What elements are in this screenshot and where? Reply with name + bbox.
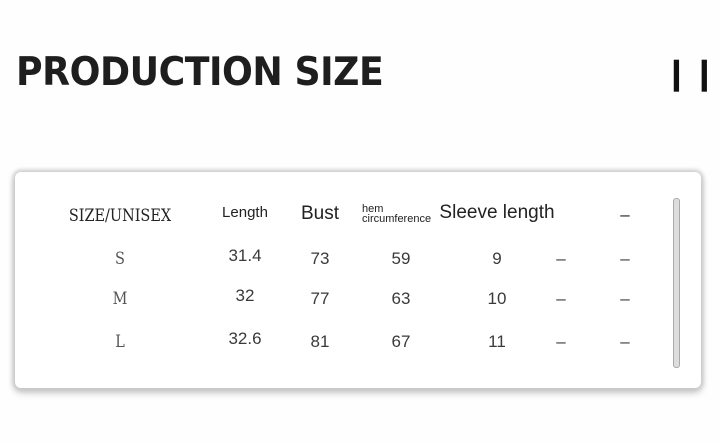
table-cell: –: [620, 249, 630, 268]
scrollbar[interactable]: [673, 198, 680, 368]
table-cell: 73: [310, 249, 330, 268]
header-size: SIZE/UNISEX: [68, 206, 172, 226]
table-cell: 32: [235, 286, 255, 305]
size-table-card: SIZE/UNISEX Length Bust hem circumference Sle…: [15, 172, 701, 388]
table-cell: 63: [391, 289, 411, 308]
header-bust: Bust: [300, 203, 340, 224]
header-sleeve-length: Sleeve length: [439, 202, 555, 223]
page-title: PRODUCTION SIZE: [16, 50, 384, 95]
table-cell: 77: [310, 289, 330, 308]
table-cell: –: [620, 332, 630, 351]
table-cell: 11: [488, 332, 506, 351]
table-cell: 10: [487, 289, 507, 308]
table-cell: 81: [310, 332, 330, 351]
table-cell: 32.6: [228, 329, 262, 348]
header-length: Length: [222, 204, 268, 221]
table-cell: 31.4: [228, 246, 262, 265]
hem-line2: circumference: [362, 213, 432, 225]
size-label: M: [112, 289, 128, 309]
menu-icon[interactable]: ❙❙❙: [663, 55, 720, 91]
size-label: L: [115, 332, 125, 352]
table-cell: 59: [391, 249, 411, 268]
table-cell: –: [556, 332, 566, 351]
table-cell: 67: [391, 332, 411, 351]
header-extra: –: [620, 205, 630, 224]
table-cell: –: [556, 249, 566, 268]
table-cell: –: [620, 289, 630, 308]
header-hem-circumference: hem circumference: [362, 203, 432, 225]
hem-line1: hem: [362, 203, 384, 215]
table-cell: 9: [492, 249, 502, 268]
size-label: S: [115, 249, 125, 269]
table-cell: –: [556, 289, 566, 308]
